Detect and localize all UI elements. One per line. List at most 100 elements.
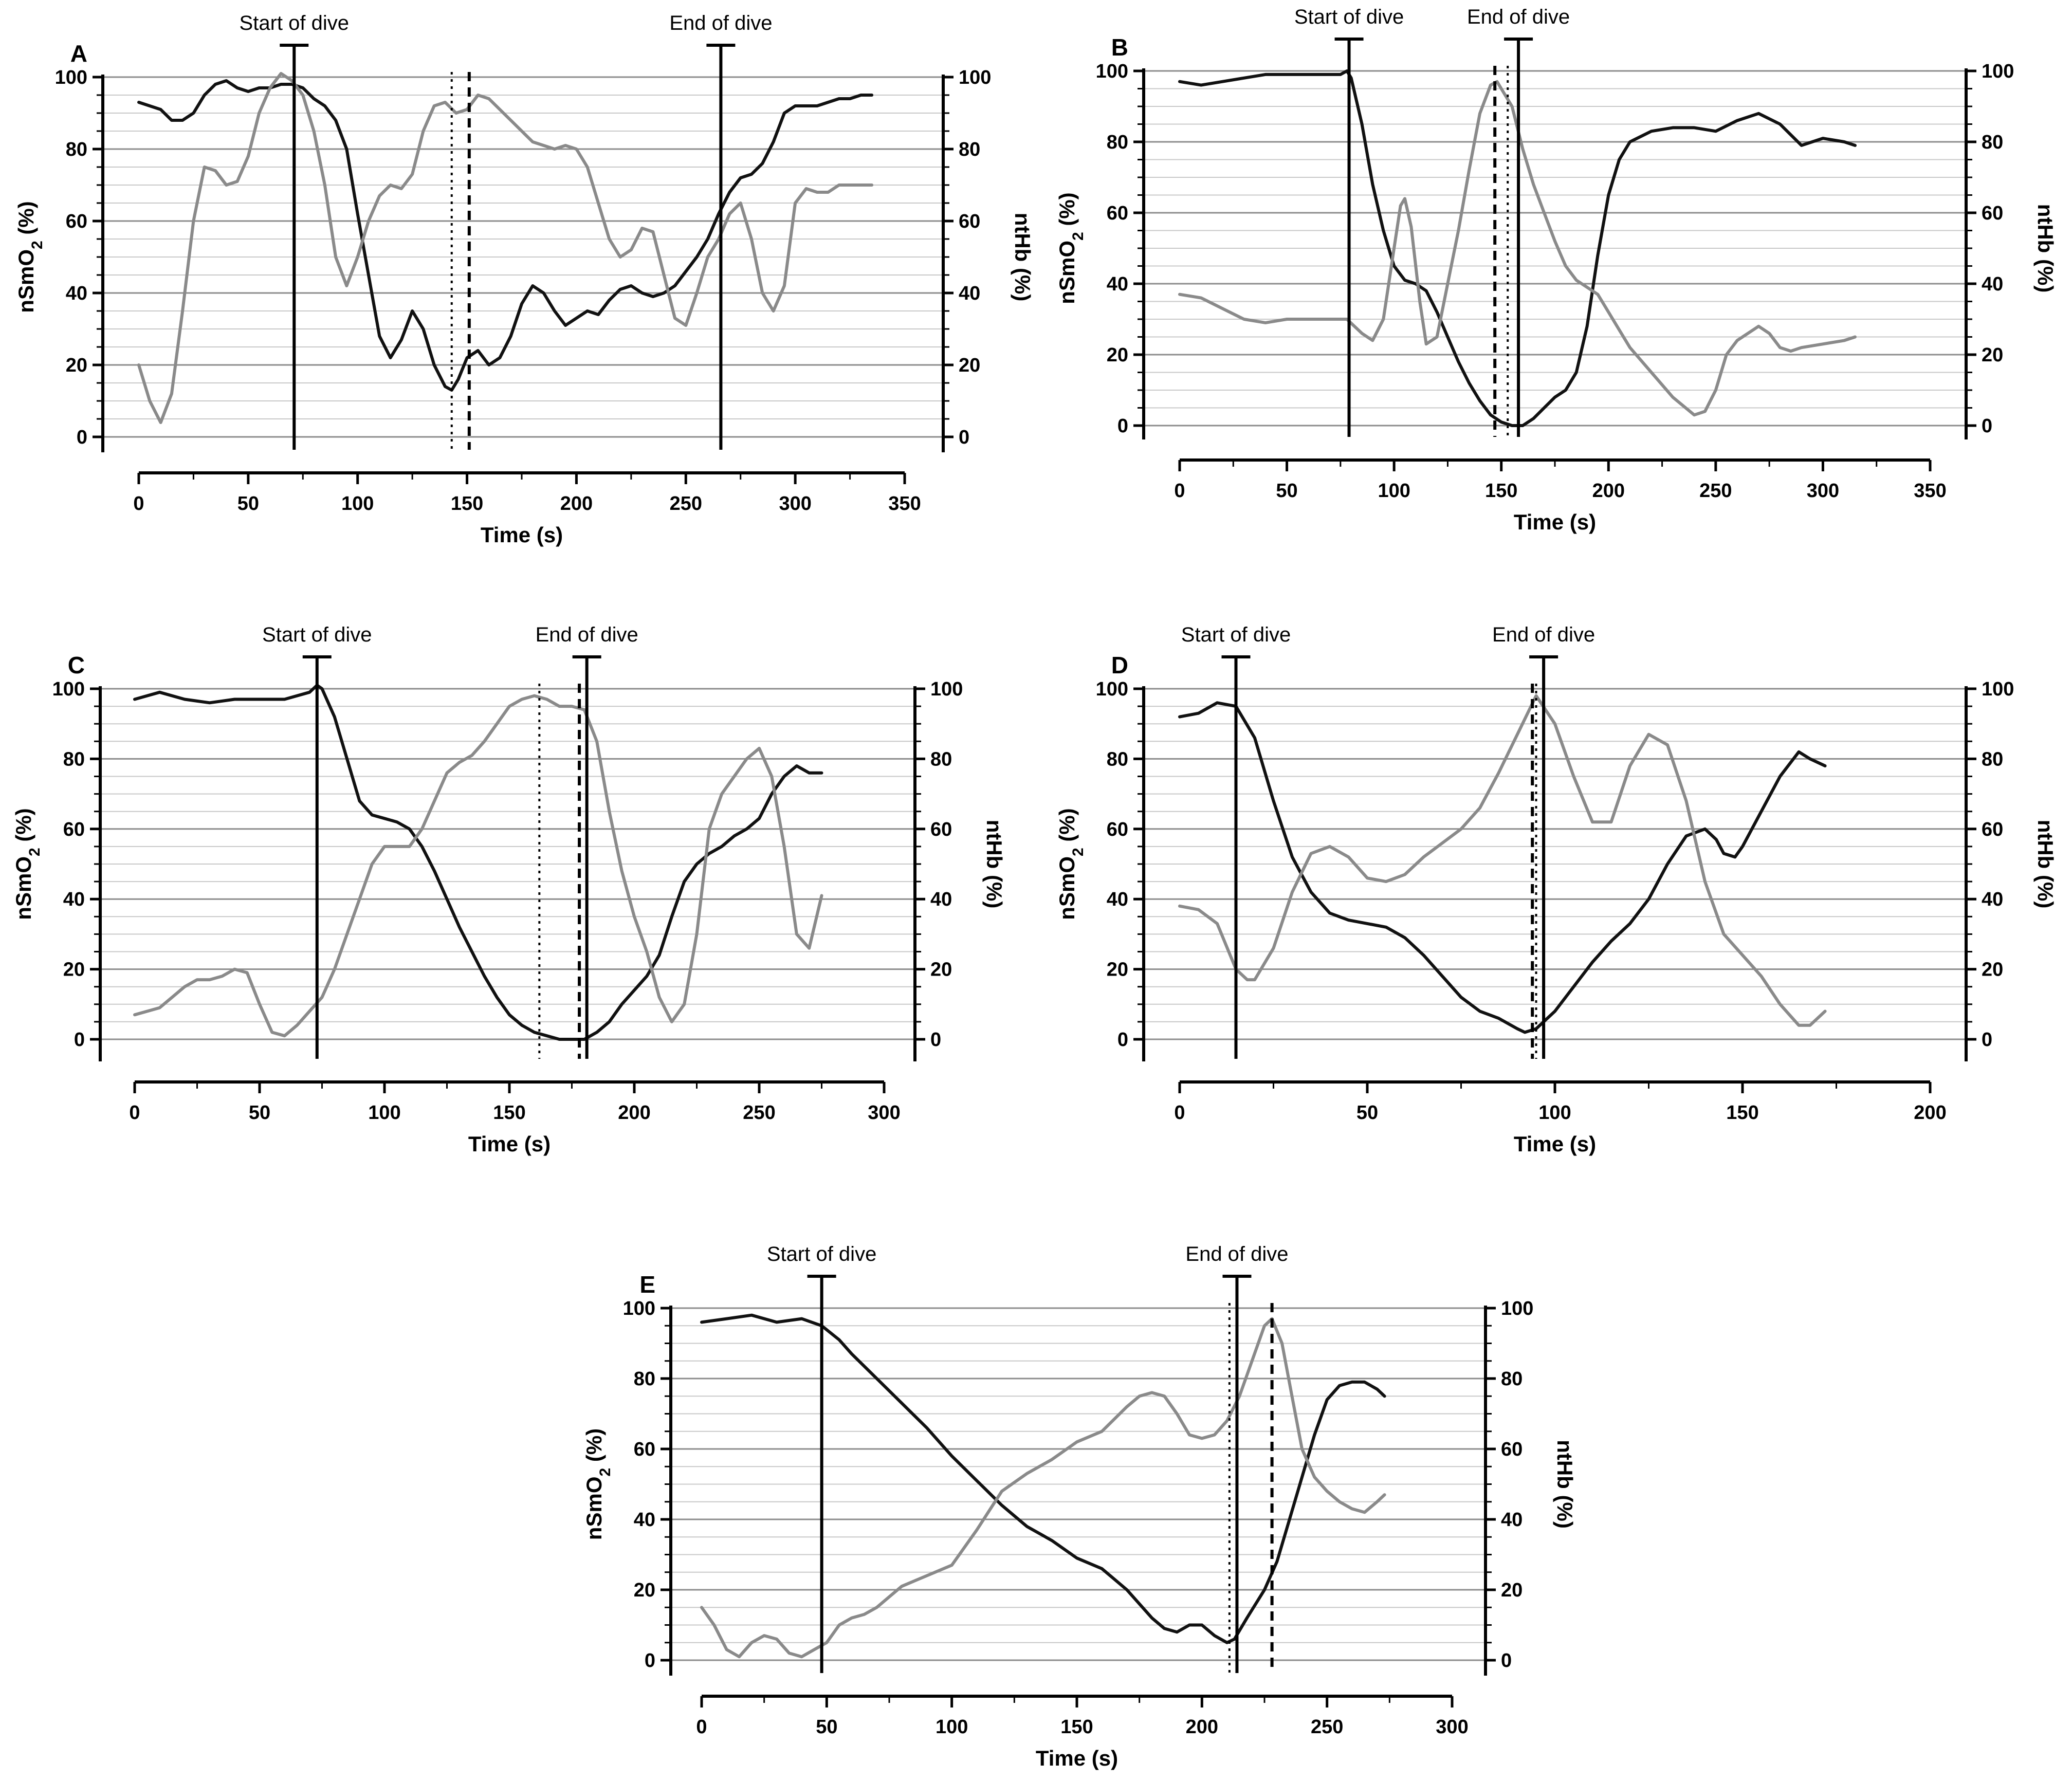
x-tick-label: 50 xyxy=(237,493,259,515)
x-tick-label: 150 xyxy=(1726,1102,1758,1124)
left-y-tick-label: 20 xyxy=(63,959,85,981)
series-nsmo2-line xyxy=(1178,69,1857,427)
right-y-axis-label: ntHb (%) xyxy=(2033,204,2058,293)
x-tick-label: 250 xyxy=(1699,480,1732,502)
right-y-tick-label: 0 xyxy=(930,1029,941,1051)
x-tick-label: 50 xyxy=(1356,1102,1378,1124)
right-y-tick-label: 60 xyxy=(1982,819,2003,840)
panel-letter: E xyxy=(639,1271,655,1298)
x-tick-label: 100 xyxy=(368,1102,400,1124)
right-y-tick-label: 40 xyxy=(1982,889,2003,910)
left-y-tick-label: 40 xyxy=(66,283,87,304)
series-nthb-line xyxy=(700,1317,1386,1659)
start-of-dive-label: Start of dive xyxy=(1181,623,1291,646)
panel-letter: D xyxy=(1111,652,1128,678)
right-y-tick-label: 100 xyxy=(930,678,963,700)
x-tick-label: 250 xyxy=(1311,1716,1343,1738)
left-y-axis-label: nSmO2 (%) xyxy=(11,808,43,920)
series-nthb-line xyxy=(137,72,874,424)
left-y-tick-label: 100 xyxy=(52,678,85,700)
left-y-tick-label: 20 xyxy=(1107,959,1128,981)
panel-e: 0 0 20 20 40 40 60 60 80 80 100 100 0 50 100 150 200 250 3… xyxy=(582,1243,1577,1770)
right-y-tick-label: 60 xyxy=(959,211,980,232)
right-y-tick-label: 0 xyxy=(1501,1650,1512,1672)
x-tick-label: 150 xyxy=(451,493,483,515)
series-nsmo2-line xyxy=(133,684,823,1041)
x-tick-label: 200 xyxy=(1592,480,1625,502)
left-y-tick-label: 0 xyxy=(645,1650,655,1672)
series-nthb-line xyxy=(1178,694,1827,1027)
left-y-tick-label: 80 xyxy=(1107,132,1128,153)
end-of-dive-label: End of dive xyxy=(1467,6,1570,28)
left-y-tick-label: 100 xyxy=(55,67,87,88)
right-y-tick-label: 40 xyxy=(1501,1509,1523,1531)
left-y-tick-label: 60 xyxy=(66,211,87,232)
left-y-tick-label: 100 xyxy=(1096,61,1128,82)
x-tick-label: 300 xyxy=(779,493,811,515)
x-tick-label: 300 xyxy=(1807,480,1839,502)
series-nsmo2-line xyxy=(700,1313,1386,1644)
left-y-tick-label: 0 xyxy=(77,427,87,448)
right-y-tick-label: 0 xyxy=(1982,1029,1992,1051)
x-tick-label: 0 xyxy=(1174,480,1185,502)
series-nsmo2-line xyxy=(137,79,874,392)
series-nthb-line xyxy=(133,694,823,1038)
left-y-tick-label: 40 xyxy=(1107,273,1128,295)
left-y-axis-label: nSmO2 (%) xyxy=(582,1428,614,1540)
panel-letter: C xyxy=(68,652,85,678)
x-tick-label: 100 xyxy=(341,493,374,515)
start-of-dive-label: Start of dive xyxy=(1294,6,1404,28)
right-y-tick-label: 100 xyxy=(1501,1298,1533,1319)
left-y-tick-label: 80 xyxy=(66,139,87,160)
x-tick-label: 150 xyxy=(493,1102,525,1124)
right-y-tick-label: 20 xyxy=(1982,959,2003,981)
right-y-tick-label: 20 xyxy=(1501,1580,1523,1601)
start-of-dive-label: Start of dive xyxy=(240,12,349,34)
left-y-axis-label: nSmO2 (%) xyxy=(1055,192,1087,304)
x-tick-label: 350 xyxy=(1914,480,1946,502)
left-y-tick-label: 60 xyxy=(1107,819,1128,840)
right-y-axis-label: ntHb (%) xyxy=(982,820,1006,909)
x-tick-label: 300 xyxy=(1436,1716,1468,1738)
x-tick-label: 200 xyxy=(1186,1716,1218,1738)
right-y-tick-label: 100 xyxy=(959,67,991,88)
x-tick-label: 250 xyxy=(743,1102,775,1124)
x-tick-label: 150 xyxy=(1060,1716,1093,1738)
right-y-axis-label: ntHb (%) xyxy=(1553,1440,1577,1529)
x-tick-label: 250 xyxy=(670,493,702,515)
right-y-tick-label: 40 xyxy=(959,283,980,304)
left-y-tick-label: 100 xyxy=(1096,678,1128,700)
x-tick-label: 50 xyxy=(249,1102,270,1124)
left-y-tick-label: 0 xyxy=(1117,1029,1128,1051)
right-y-axis-label: ntHb (%) xyxy=(2033,820,2058,909)
right-y-tick-label: 20 xyxy=(930,959,952,981)
right-y-tick-label: 80 xyxy=(959,139,980,160)
right-y-axis-label: ntHb (%) xyxy=(1011,213,1035,302)
left-y-tick-label: 20 xyxy=(66,355,87,376)
end-of-dive-label: End of dive xyxy=(669,12,772,34)
right-y-tick-label: 100 xyxy=(1982,61,2014,82)
x-axis-label: Time (s) xyxy=(468,1132,551,1156)
x-tick-label: 100 xyxy=(1378,480,1410,502)
start-of-dive-label: Start of dive xyxy=(767,1243,876,1265)
panel-b: 0 0 20 20 40 40 60 60 80 80 100 100 0 50 100 150 200 250 3… xyxy=(1055,6,2058,534)
x-tick-label: 0 xyxy=(1174,1102,1185,1124)
series-nsmo2-line xyxy=(1178,701,1827,1034)
x-axis-label: Time (s) xyxy=(1514,1132,1596,1156)
left-y-tick-label: 0 xyxy=(1117,415,1128,437)
right-y-tick-label: 60 xyxy=(1501,1439,1523,1460)
left-y-axis-label: nSmO2 (%) xyxy=(1055,808,1087,920)
right-y-tick-label: 0 xyxy=(959,427,969,448)
right-y-tick-label: 80 xyxy=(1982,132,2003,153)
end-of-dive-label: End of dive xyxy=(1185,1243,1288,1265)
left-y-tick-label: 60 xyxy=(63,819,85,840)
right-y-tick-label: 20 xyxy=(959,355,980,376)
x-tick-label: 0 xyxy=(129,1102,140,1124)
x-tick-label: 100 xyxy=(936,1716,968,1738)
x-axis-label: Time (s) xyxy=(1036,1746,1118,1770)
x-tick-label: 350 xyxy=(888,493,921,515)
left-y-tick-label: 100 xyxy=(623,1298,655,1319)
left-y-tick-label: 20 xyxy=(1107,344,1128,366)
right-y-tick-label: 20 xyxy=(1982,344,2003,366)
x-tick-label: 200 xyxy=(1914,1102,1946,1124)
